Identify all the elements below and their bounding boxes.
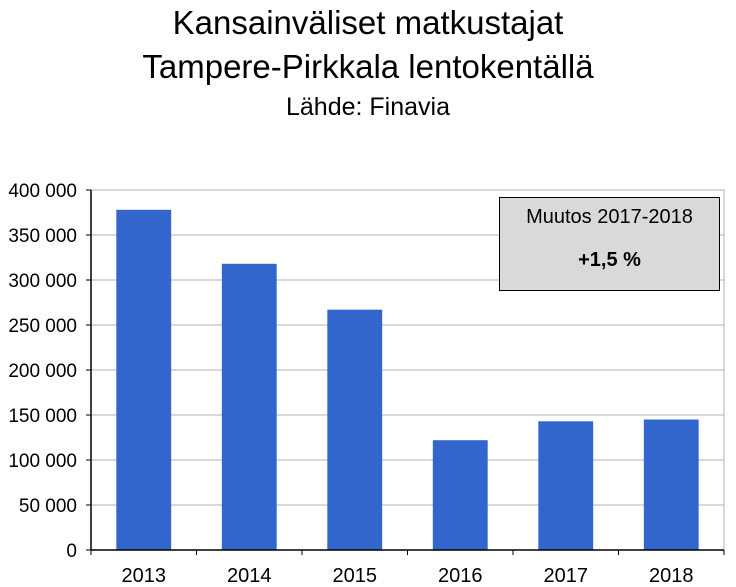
bar bbox=[327, 309, 383, 550]
y-tick-label: 0 bbox=[66, 541, 77, 562]
annotation-value: +1,5 % bbox=[578, 249, 641, 271]
x-tick-label: 2014 bbox=[227, 565, 272, 587]
bar bbox=[643, 419, 699, 550]
x-tick-label: 2015 bbox=[333, 565, 378, 587]
x-tick-label: 2018 bbox=[649, 565, 694, 587]
y-tick-label: 350 000 bbox=[8, 226, 77, 247]
annotation-label: Muutos 2017-2018 bbox=[526, 206, 693, 228]
x-tick-label: 2017 bbox=[544, 565, 589, 587]
y-tick-label: 100 000 bbox=[8, 451, 77, 472]
chart-subtitle: Lähde: Finavia bbox=[285, 93, 450, 121]
x-tick-label: 2013 bbox=[122, 565, 167, 587]
y-tick-label: 50 000 bbox=[19, 496, 77, 517]
bar bbox=[538, 421, 594, 550]
y-tick-label: 150 000 bbox=[8, 406, 77, 427]
x-tick-label: 2016 bbox=[438, 565, 483, 587]
y-tick-label: 200 000 bbox=[8, 361, 77, 382]
chart-title-line2: Tampere-Pirkkala lentokentällä bbox=[142, 48, 594, 85]
y-tick-label: 400 000 bbox=[8, 181, 77, 202]
bar bbox=[432, 440, 488, 550]
y-tick-label: 300 000 bbox=[8, 271, 77, 292]
y-tick-label: 250 000 bbox=[8, 316, 77, 337]
chart-title: Kansainväliset matkustajat bbox=[172, 4, 564, 41]
bar bbox=[221, 263, 277, 550]
bar bbox=[116, 209, 172, 551]
change-annotation-box: Muutos 2017-2018 +1,5 % bbox=[499, 197, 720, 291]
